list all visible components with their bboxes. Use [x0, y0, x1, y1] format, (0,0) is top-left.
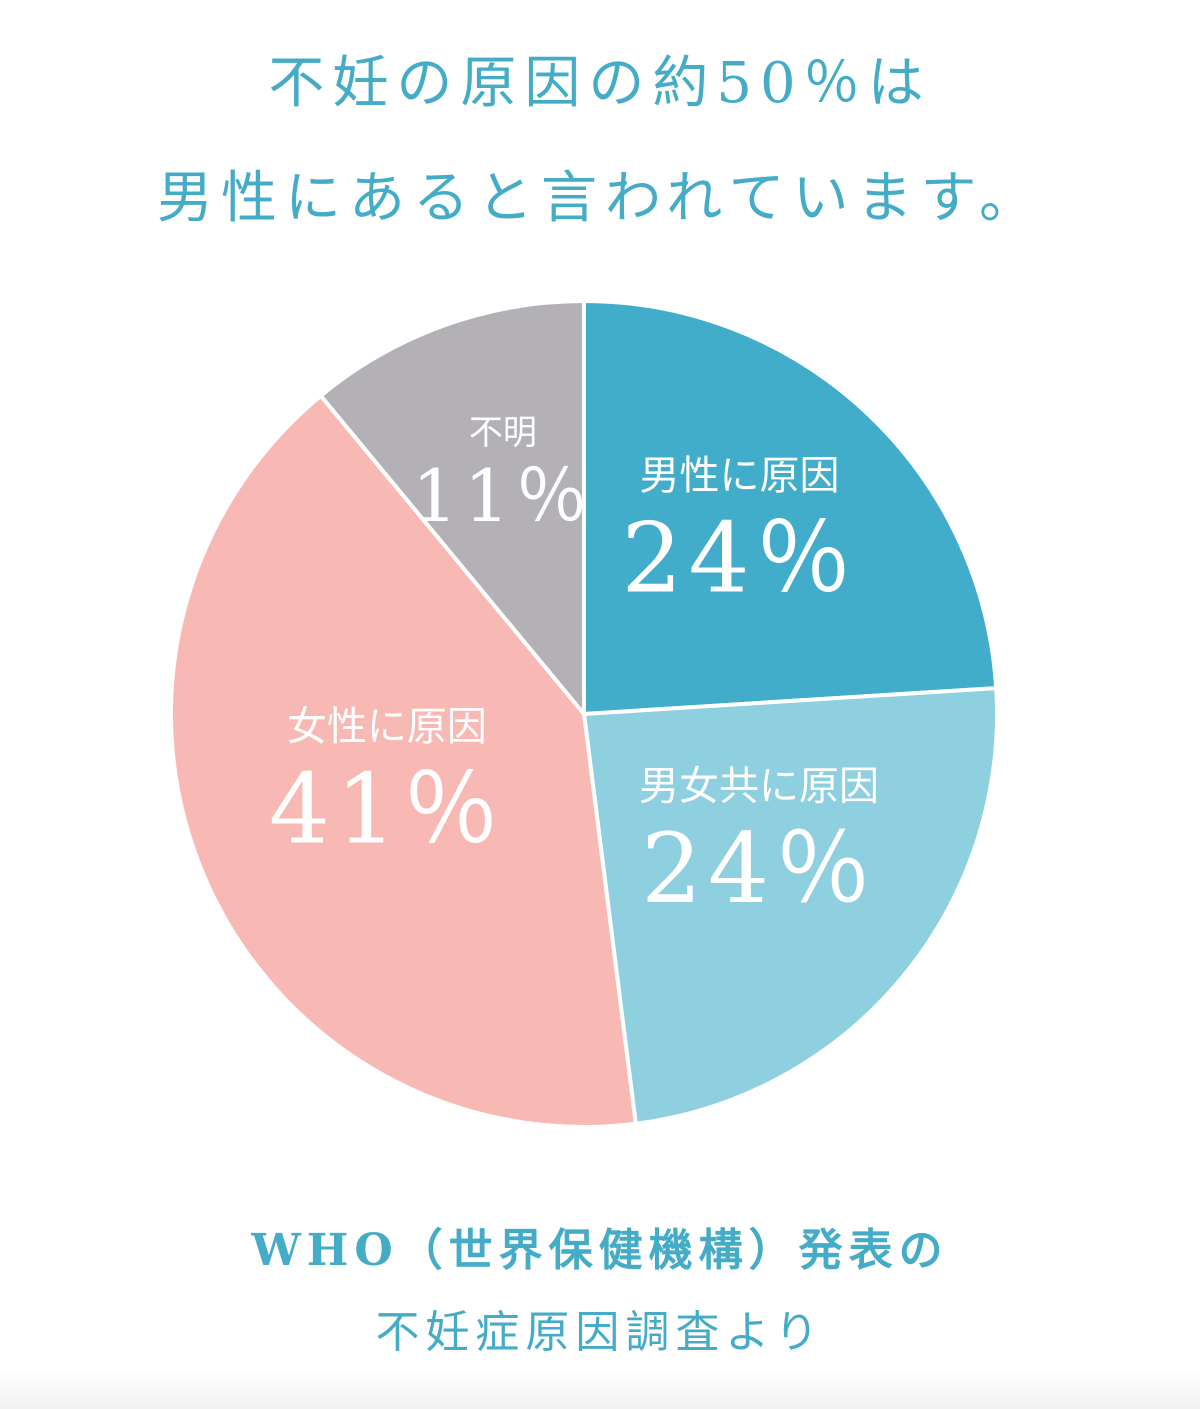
pie-slice — [582, 298, 999, 717]
slice-value-label: 24％ — [641, 813, 877, 925]
slice-label: 女性に原因 — [287, 704, 487, 750]
pie-slice — [317, 298, 586, 720]
headline-line-1: 不妊の原因の約50％は — [268, 51, 932, 116]
source-note-line-2: 不妊症原因調査より — [375, 1307, 825, 1358]
slice-label: 男性に原因 — [639, 453, 839, 499]
slice-value-label: 11％ — [412, 454, 594, 538]
source-note-line-1: WHO（世界保健機構）発表の — [251, 1225, 949, 1276]
headline-line-2: 男性にあると言われています。 — [157, 166, 1043, 231]
pie-slice — [581, 685, 999, 1126]
pie-slice — [169, 392, 638, 1129]
slice-value-label: 41％ — [269, 753, 505, 865]
slice-value-label: 24％ — [621, 503, 857, 615]
slice-label: 男女共に原因 — [639, 763, 879, 809]
slice-label: 不明 — [469, 413, 537, 453]
